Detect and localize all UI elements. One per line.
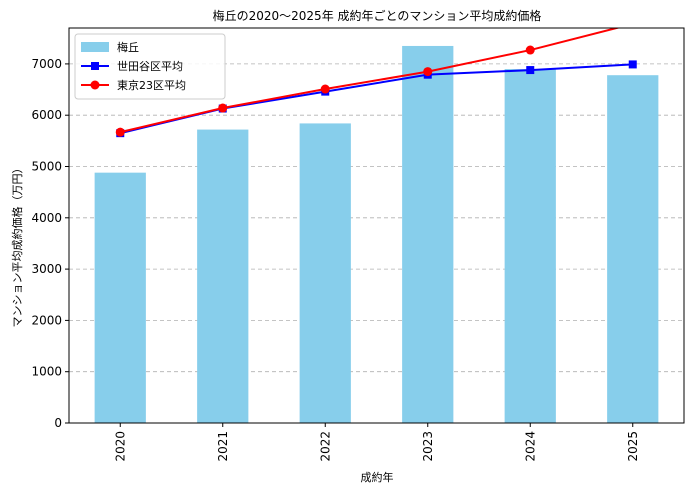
bar-2021 — [197, 130, 248, 423]
y-axis-title: マンション平均成約価格（万円） — [10, 163, 24, 328]
bar-2024 — [505, 69, 556, 423]
y-tick-label: 6000 — [31, 108, 62, 122]
legend-marker-1 — [91, 62, 99, 70]
y-tick-label: 0 — [54, 416, 62, 430]
y-tick-label: 4000 — [31, 211, 62, 225]
x-tick-label: 2020 — [113, 431, 127, 462]
x-tick-label: 2025 — [626, 431, 640, 462]
y-tick-label: 3000 — [31, 262, 62, 276]
x-tick-label: 2021 — [216, 431, 230, 462]
bar-2020 — [95, 173, 146, 423]
point-marker-2-0 — [116, 128, 125, 137]
x-tick-label: 2023 — [421, 431, 435, 462]
y-tick-label: 2000 — [31, 313, 62, 327]
y-tick-label: 5000 — [31, 160, 62, 174]
y-tick-label: 7000 — [31, 57, 62, 71]
x-tick-label: 2024 — [523, 431, 537, 462]
point-marker-1-4 — [526, 66, 534, 74]
x-tick-label: 2022 — [318, 431, 332, 462]
x-axis-title: 成約年 — [361, 470, 394, 484]
legend-label-1: 世田谷区平均 — [117, 60, 183, 73]
bar-2023 — [402, 46, 453, 423]
bar-2025 — [607, 75, 658, 423]
point-marker-2-3 — [423, 67, 432, 76]
bar-2022 — [300, 123, 351, 423]
point-marker-2-2 — [321, 85, 330, 94]
legend-swatch-0 — [81, 42, 109, 52]
point-marker-2-4 — [526, 46, 535, 55]
chart-title: 梅丘の2020〜2025年 成約年ごとのマンション平均成約価格 — [213, 8, 542, 23]
legend-label-2: 東京23区平均 — [117, 78, 186, 92]
legend-marker-2 — [91, 81, 100, 90]
point-marker-1-5 — [629, 60, 637, 68]
chart: 0 1000 2000 3000 4000 5000 6000 7000 2020 2021 202… — [0, 0, 693, 493]
legend-label-0: 梅丘 — [117, 40, 139, 54]
y-tick-label: 1000 — [31, 365, 62, 379]
point-marker-2-1 — [218, 104, 227, 113]
